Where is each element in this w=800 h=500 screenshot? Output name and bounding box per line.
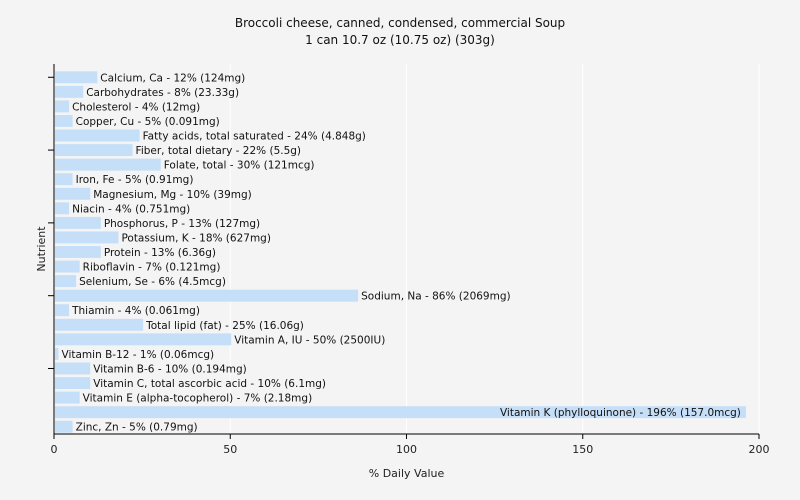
bar-label: Sodium, Na - 86% (2069mg) xyxy=(361,291,510,303)
bar-label: Vitamin B-12 - 1% (0.06mcg) xyxy=(62,349,215,361)
bar-label: Vitamin K (phylloquinone) - 196% (157.0m… xyxy=(500,407,741,419)
y-axis-title: Nutrient xyxy=(35,226,48,272)
bar-label: Folate, total - 30% (121mcg) xyxy=(164,160,315,172)
bar-label: Protein - 13% (6.36g) xyxy=(104,247,216,259)
bar xyxy=(55,114,73,127)
bar-label: Total lipid (fat) - 25% (16.06g) xyxy=(145,320,304,332)
bar xyxy=(55,173,73,186)
bar xyxy=(55,100,70,113)
bar-label: Vitamin B-6 - 10% (0.194mg) xyxy=(93,363,247,375)
bar-label: Niacin - 4% (0.751mg) xyxy=(72,203,190,215)
chart-subtitle: 1 can 10.7 oz (10.75 oz) (303g) xyxy=(305,33,495,47)
bar xyxy=(55,420,73,433)
bar xyxy=(55,406,746,419)
bar-label: Potassium, K - 18% (627mg) xyxy=(121,232,271,244)
bar xyxy=(55,391,80,404)
bar-label: Carbohydrates - 8% (23.33g) xyxy=(86,87,239,99)
bar-label: Calcium, Ca - 12% (124mg) xyxy=(100,72,245,84)
bar-label: Copper, Cu - 5% (0.091mg) xyxy=(76,116,220,128)
bar-label: Thiamin - 4% (0.061mg) xyxy=(71,305,200,317)
bar-label: Vitamin C, total ascorbic acid - 10% (6.… xyxy=(93,378,326,390)
bar xyxy=(55,158,161,171)
bar xyxy=(55,289,359,302)
bar xyxy=(55,347,59,360)
bar-label: Magnesium, Mg - 10% (39mg) xyxy=(93,189,252,201)
bar xyxy=(55,246,101,258)
bar-label: Vitamin A, IU - 50% (2500IU) xyxy=(234,334,385,346)
bar xyxy=(55,318,144,331)
bar-label: Iron, Fe - 5% (0.91mg) xyxy=(76,174,194,186)
bar xyxy=(55,304,70,317)
bar-label: Zinc, Zn - 5% (0.79mg) xyxy=(76,422,198,434)
x-tick-label: 50 xyxy=(223,443,237,456)
bar-label: Fatty acids, total saturated - 24% (4.84… xyxy=(143,131,366,143)
x-tick-label: 0 xyxy=(51,443,58,456)
bar xyxy=(55,144,133,157)
bar xyxy=(55,275,77,288)
bar xyxy=(55,129,140,142)
bar-label: Fiber, total dietary - 22% (5.5g) xyxy=(136,145,301,157)
bar xyxy=(55,71,98,84)
bar xyxy=(55,260,80,273)
bar xyxy=(55,377,91,390)
bar xyxy=(55,231,119,244)
bar xyxy=(55,85,84,98)
bar-label: Phosphorus, P - 13% (127mg) xyxy=(104,218,260,230)
bar xyxy=(55,202,70,215)
bar-label: Cholesterol - 4% (12mg) xyxy=(72,101,200,113)
bar xyxy=(55,187,91,200)
x-tick-label: 100 xyxy=(396,443,417,456)
bar xyxy=(55,333,232,346)
bar-label: Vitamin E (alpha-tocopherol) - 7% (2.18m… xyxy=(83,393,312,405)
bar-label: Riboflavin - 7% (0.121mg) xyxy=(83,262,221,274)
chart-title: Broccoli cheese, canned, condensed, comm… xyxy=(234,16,566,30)
x-tick-label: 200 xyxy=(749,443,770,456)
bar xyxy=(55,362,91,375)
bar-label: Selenium, Se - 6% (4.5mcg) xyxy=(79,276,226,288)
bar xyxy=(55,216,101,229)
x-tick-label: 150 xyxy=(572,443,593,456)
x-axis-title: % Daily Value xyxy=(369,467,445,480)
